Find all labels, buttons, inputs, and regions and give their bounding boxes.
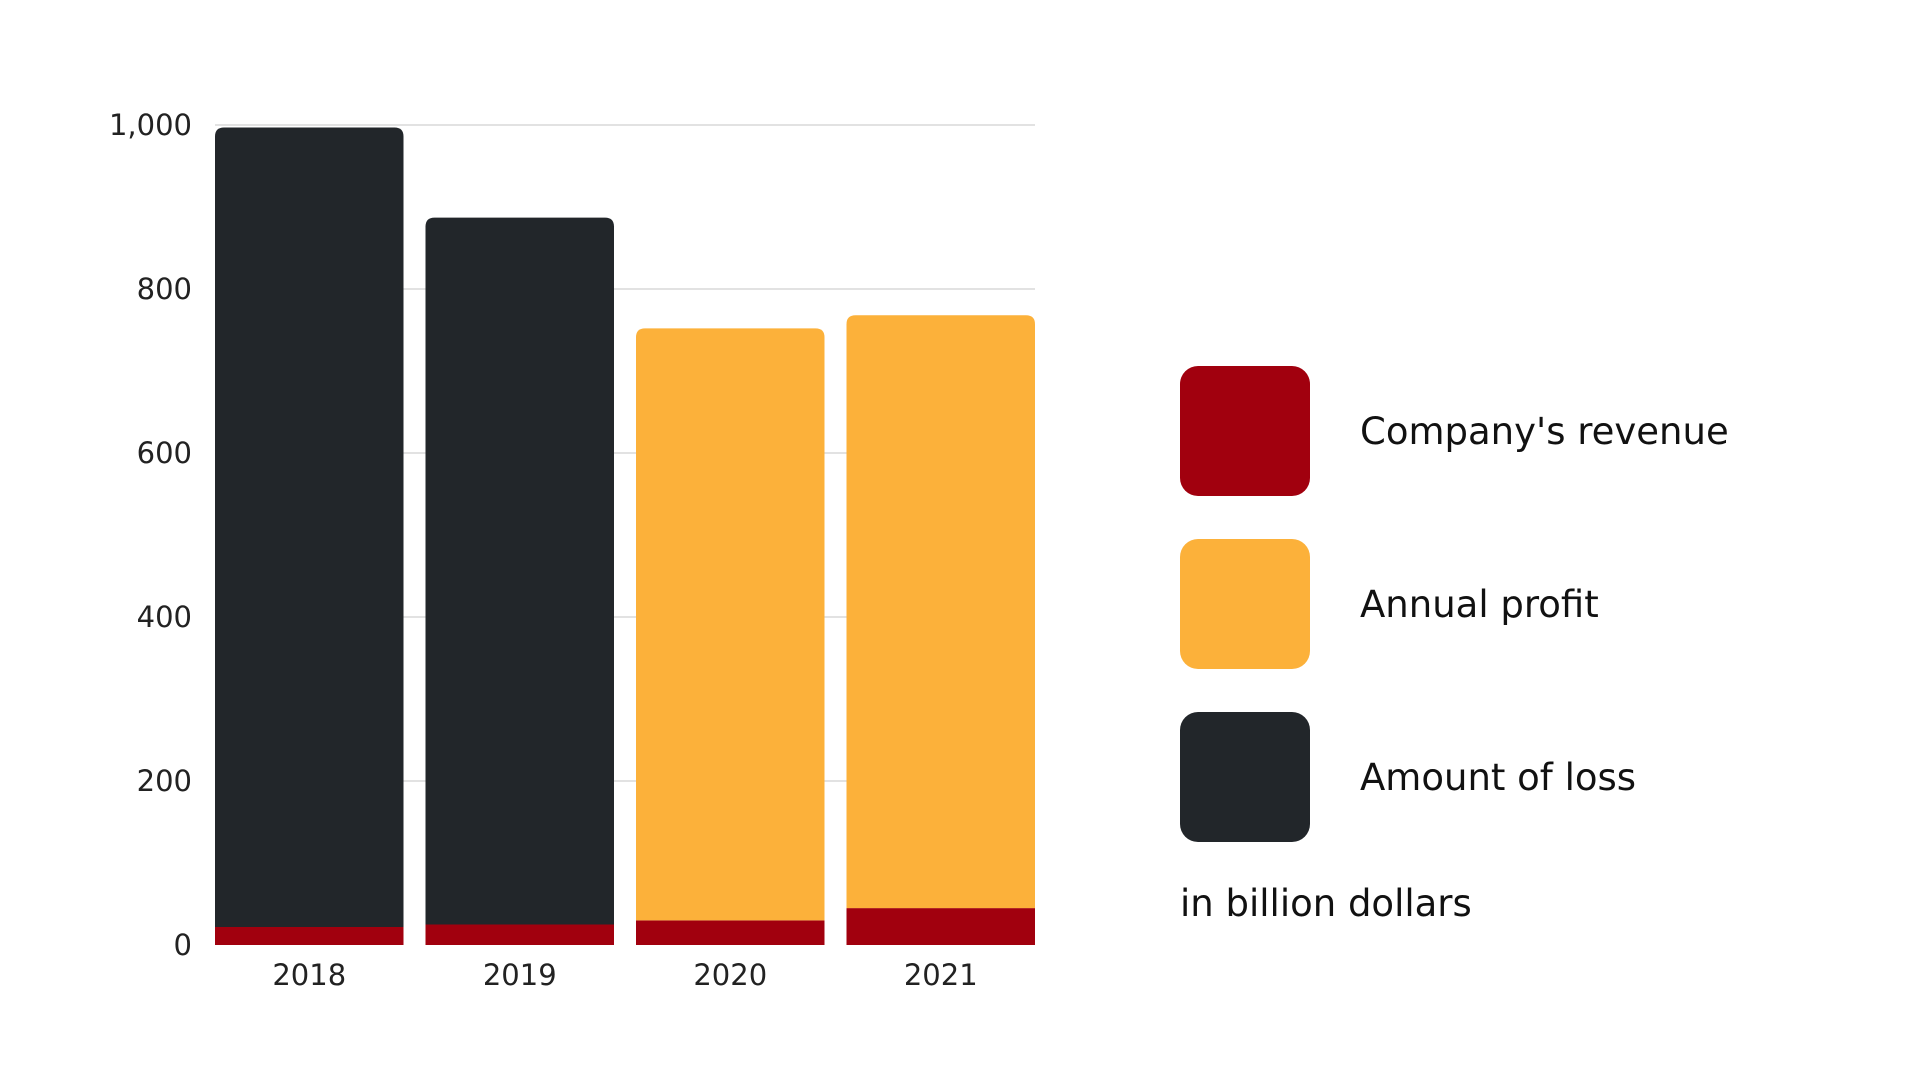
bar-company-s-revenue-2021 [846, 908, 1035, 945]
legend-item-profit: Annual profit [1180, 539, 1599, 669]
x-tick-label: 2021 [904, 958, 978, 992]
bar-amount-of-loss-2019 [425, 217, 614, 925]
legend-label-profit: Annual profit [1360, 582, 1599, 626]
unit-note: in billion dollars [1180, 882, 1472, 925]
y-tick-label: 400 [137, 600, 192, 634]
bar-company-s-revenue-2020 [636, 920, 825, 945]
bar-chart: 0 200 400 600 800 1,000 2018 2019 2020 2021 [109, 108, 1035, 992]
y-tick-label: 200 [137, 764, 192, 798]
x-tick-label: 2019 [483, 958, 557, 992]
bar-amount-of-loss-2018 [215, 127, 404, 927]
bar-annual-profit-2021 [846, 315, 1035, 909]
legend-swatch-revenue [1180, 366, 1310, 496]
x-tick-label: 2020 [693, 958, 767, 992]
x-tick-label: 2018 [272, 958, 346, 992]
bar-company-s-revenue-2018 [215, 926, 404, 945]
y-tick-label: 600 [137, 436, 192, 470]
y-tick-label: 800 [137, 272, 192, 306]
legend-label-loss: Amount of loss [1360, 755, 1637, 799]
legend-item-revenue: Company's revenue [1180, 366, 1729, 496]
legend-swatch-loss [1180, 712, 1310, 842]
y-tick-label: 0 [174, 928, 192, 962]
legend-label-revenue: Company's revenue [1360, 409, 1729, 453]
legend-swatch-profit [1180, 539, 1310, 669]
bar-company-s-revenue-2019 [425, 924, 614, 945]
y-tick-label: 1,000 [109, 108, 192, 142]
bar-annual-profit-2020 [636, 328, 825, 921]
legend-item-loss: Amount of loss [1180, 712, 1636, 842]
